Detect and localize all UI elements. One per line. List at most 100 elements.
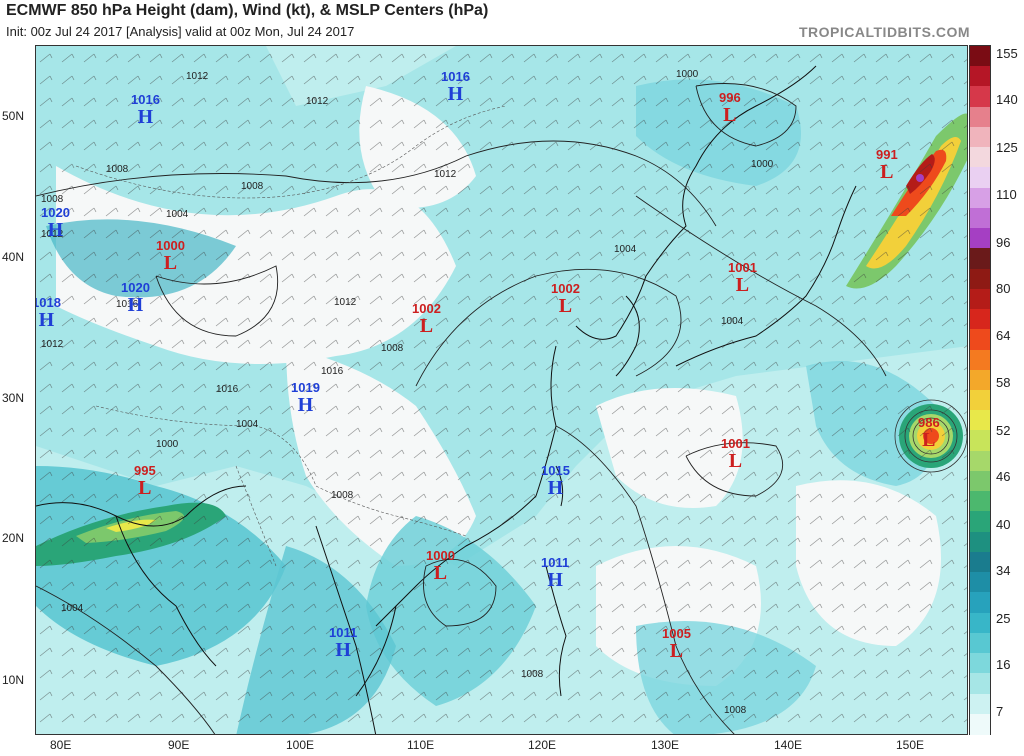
weather-map: 1012 1012 1008 1008 1008 1004 1012 1016 … bbox=[35, 45, 968, 735]
center-symbol: L bbox=[138, 477, 152, 499]
colorbar-label: 58 bbox=[996, 375, 1011, 390]
colorbar-segment bbox=[970, 248, 990, 270]
contour-label: 1012 bbox=[334, 297, 357, 308]
contour-label: 1000 bbox=[156, 439, 179, 450]
center-value: 995 bbox=[134, 463, 156, 478]
colorbar-segment bbox=[970, 86, 990, 108]
colorbar-segment bbox=[970, 511, 990, 533]
center-symbol: L bbox=[163, 252, 178, 274]
colorbar-label: 16 bbox=[996, 657, 1011, 672]
lon-label: 90E bbox=[168, 738, 190, 752]
lat-label: 20N bbox=[2, 531, 25, 545]
colorbar-segment bbox=[970, 450, 990, 472]
borders bbox=[75, 105, 507, 567]
wind-barbs bbox=[36, 46, 967, 734]
colorbar-segment bbox=[970, 572, 990, 593]
colorbar-label: 34 bbox=[996, 563, 1011, 578]
lon-label: 120E bbox=[528, 738, 557, 752]
center-value: 1015 bbox=[541, 463, 570, 478]
colorbar-segment bbox=[970, 329, 990, 351]
center-symbol: H bbox=[335, 639, 351, 661]
lon-label: 150E bbox=[896, 738, 925, 752]
chart-title: ECMWF 850 hPa Height (dam), Wind (kt), &… bbox=[6, 2, 489, 19]
center-symbol: L bbox=[728, 450, 743, 472]
low-pressure-center: 1002 L bbox=[412, 302, 441, 336]
colorbar-segment bbox=[970, 491, 990, 512]
center-value: 1005 bbox=[662, 626, 691, 641]
colorbar-segment bbox=[970, 46, 990, 67]
colorbar-segment bbox=[970, 632, 990, 654]
low-pressure-center: 1000 L bbox=[426, 549, 455, 583]
lat-label: 50N bbox=[2, 109, 25, 123]
high-pressure-center: 1020 H bbox=[41, 206, 70, 240]
colorbar-segment bbox=[970, 207, 990, 229]
lat-label: 30N bbox=[2, 391, 25, 405]
center-value: 991 bbox=[876, 147, 898, 162]
center-symbol: L bbox=[922, 429, 936, 451]
colorbar-label: 25 bbox=[996, 611, 1011, 626]
center-value: 1000 bbox=[156, 238, 185, 253]
map-graphics bbox=[36, 46, 967, 734]
contour-label: 1008 bbox=[381, 343, 404, 354]
center-value: 1001 bbox=[721, 436, 750, 451]
contour-label: 1008 bbox=[41, 194, 64, 205]
colorbar-segment bbox=[970, 187, 990, 209]
colorbar-segment bbox=[970, 147, 990, 168]
high-pressure-center: 1011 H bbox=[541, 556, 569, 590]
lat-label: 40N bbox=[2, 250, 25, 264]
center-symbol: L bbox=[669, 640, 684, 662]
contour-label: 1016 bbox=[216, 384, 239, 395]
low-pressure-center: 1001 L bbox=[728, 261, 757, 295]
contour-label: 1004 bbox=[721, 316, 744, 327]
colorbar-segment bbox=[970, 349, 990, 371]
contour-label: 1008 bbox=[106, 164, 129, 175]
center-symbol: H bbox=[38, 309, 55, 331]
colorbar-segment bbox=[970, 126, 990, 148]
center-value: 986 bbox=[918, 415, 940, 430]
colorbar-segment bbox=[970, 228, 990, 249]
lat-label: 10N bbox=[2, 673, 25, 687]
lon-label: 100E bbox=[286, 738, 315, 752]
low-pressure-center: 986 L bbox=[918, 416, 940, 450]
center-value: 1019 bbox=[291, 380, 320, 395]
center-value: 1002 bbox=[412, 301, 441, 316]
contour-label: 1016 bbox=[321, 366, 344, 377]
low-pressure-center: 996 L bbox=[719, 91, 741, 125]
colorbar-label: 46 bbox=[996, 469, 1011, 484]
lon-label: 80E bbox=[50, 738, 72, 752]
colorbar-segment bbox=[970, 653, 990, 674]
lon-label: 110E bbox=[407, 738, 435, 752]
center-symbol: H bbox=[127, 294, 144, 316]
contour-label: 1008 bbox=[521, 669, 544, 680]
center-symbol: H bbox=[47, 219, 64, 241]
brand-watermark: TROPICALTIDBITS.COM bbox=[798, 24, 970, 40]
colorbar-segment bbox=[970, 531, 990, 553]
center-symbol: L bbox=[735, 274, 750, 296]
colorbar-label: 7 bbox=[996, 704, 1004, 719]
high-pressure-center: 1015 H bbox=[541, 464, 570, 498]
contour-label: 1012 bbox=[41, 339, 64, 350]
colorbar-segment bbox=[970, 66, 990, 88]
contour-label: 1004 bbox=[166, 209, 189, 220]
center-value: 1002 bbox=[551, 281, 580, 296]
contour-label: 1000 bbox=[676, 69, 699, 80]
high-pressure-center: 1020 H bbox=[121, 281, 150, 315]
center-value: 996 bbox=[719, 90, 741, 105]
colorbar-label: 140 bbox=[996, 92, 1018, 107]
contour-label: 1012 bbox=[41, 229, 64, 240]
low-pressure-center: 1000 L bbox=[156, 239, 185, 273]
coastlines bbox=[36, 65, 857, 734]
center-value: 1011 bbox=[541, 555, 570, 570]
center-symbol: H bbox=[447, 83, 464, 105]
center-symbol: H bbox=[137, 106, 154, 128]
center-symbol: L bbox=[433, 562, 448, 584]
lon-label: 140E bbox=[774, 738, 803, 752]
colorbar-segment bbox=[970, 551, 990, 573]
center-symbol: L bbox=[880, 161, 894, 183]
high-pressure-center: 1016 H bbox=[131, 93, 160, 127]
contour-label: 1000 bbox=[751, 159, 774, 170]
center-value: 1020 bbox=[121, 280, 150, 295]
contour-label: 1012 bbox=[186, 71, 209, 82]
colorbar-label: 110 bbox=[996, 187, 1017, 202]
center-value: 1016 bbox=[131, 92, 160, 107]
